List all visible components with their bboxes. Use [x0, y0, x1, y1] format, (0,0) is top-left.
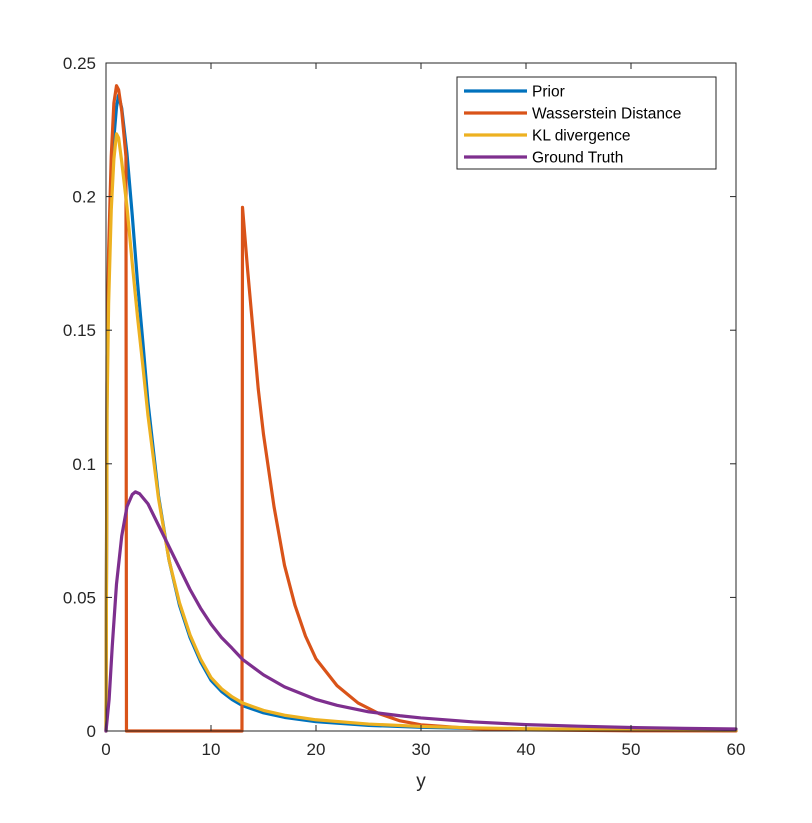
- y-tick-label: 0.05: [63, 588, 96, 607]
- x-tick-label: 30: [412, 740, 431, 759]
- series-line-wasserstein-distance: [104, 84, 738, 733]
- y-tick-label: 0: [87, 722, 96, 741]
- y-tick-label: 0.1: [72, 455, 96, 474]
- y-tick-label: 0.25: [63, 54, 96, 73]
- legend-label-prior: Prior: [532, 84, 565, 101]
- x-tick-label: 20: [307, 740, 326, 759]
- ticks-layer: 0 10 20 30 40 50 60 0 0.05 0.1 0.15 0.2 0.25: [63, 54, 746, 759]
- x-tick-label: 50: [622, 740, 641, 759]
- plot-area: [106, 63, 736, 731]
- legend-label-wasserstein-distance: Wasserstein Distance: [532, 106, 681, 123]
- x-axis-label: y: [416, 771, 426, 792]
- x-tick-label: 40: [517, 740, 536, 759]
- series-line-kl-divergence: [104, 132, 738, 733]
- series-line-ground-truth: [104, 490, 738, 733]
- legend-label-kl-divergence: KL divergence: [532, 128, 631, 145]
- x-tick-label: 60: [727, 740, 746, 759]
- legend-label-ground-truth: Ground Truth: [532, 150, 623, 167]
- legend: Prior Wasserstein Distance KL divergence Gr…: [456, 76, 717, 170]
- y-tick-label: 0.15: [63, 321, 96, 340]
- x-tick-label: 10: [202, 740, 221, 759]
- series-layer: [104, 84, 738, 733]
- x-tick-label: 0: [101, 740, 110, 759]
- y-tick-label: 0.2: [72, 188, 96, 207]
